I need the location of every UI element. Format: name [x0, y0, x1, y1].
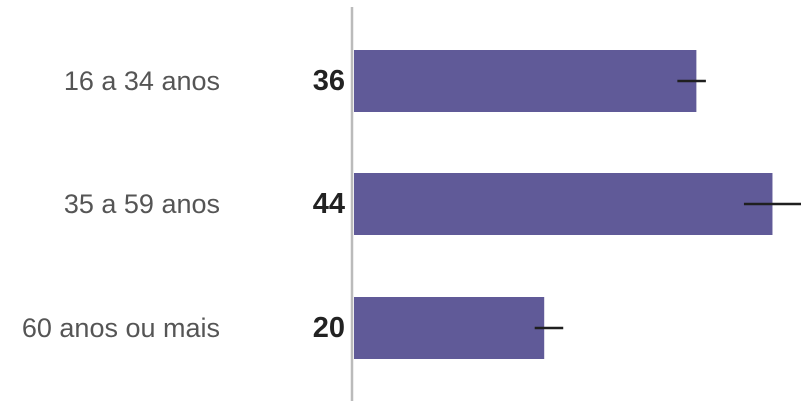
- category-label-35-a-59-anos: 35 a 59 anos: [64, 189, 220, 219]
- category-label-60-anos-ou-mais: 60 anos ou mais: [22, 313, 220, 343]
- error-bars-group: [534, 79, 801, 330]
- bar-16-a-34-anos: [354, 50, 697, 112]
- bar-35-a-59-anos: [354, 173, 773, 235]
- bar-60-anos-ou-mais: [354, 297, 545, 359]
- labels-group: 16 a 34 anos 36 35 a 59 anos 44 60 anos ou m…: [22, 65, 345, 344]
- value-label-16-a-34-anos: 36: [313, 65, 345, 97]
- value-label-60-anos-ou-mais: 20: [313, 312, 345, 344]
- bars-group: [354, 50, 773, 359]
- value-label-35-a-59-anos: 44: [313, 188, 345, 220]
- category-label-16-a-34-anos: 16 a 34 anos: [64, 66, 220, 96]
